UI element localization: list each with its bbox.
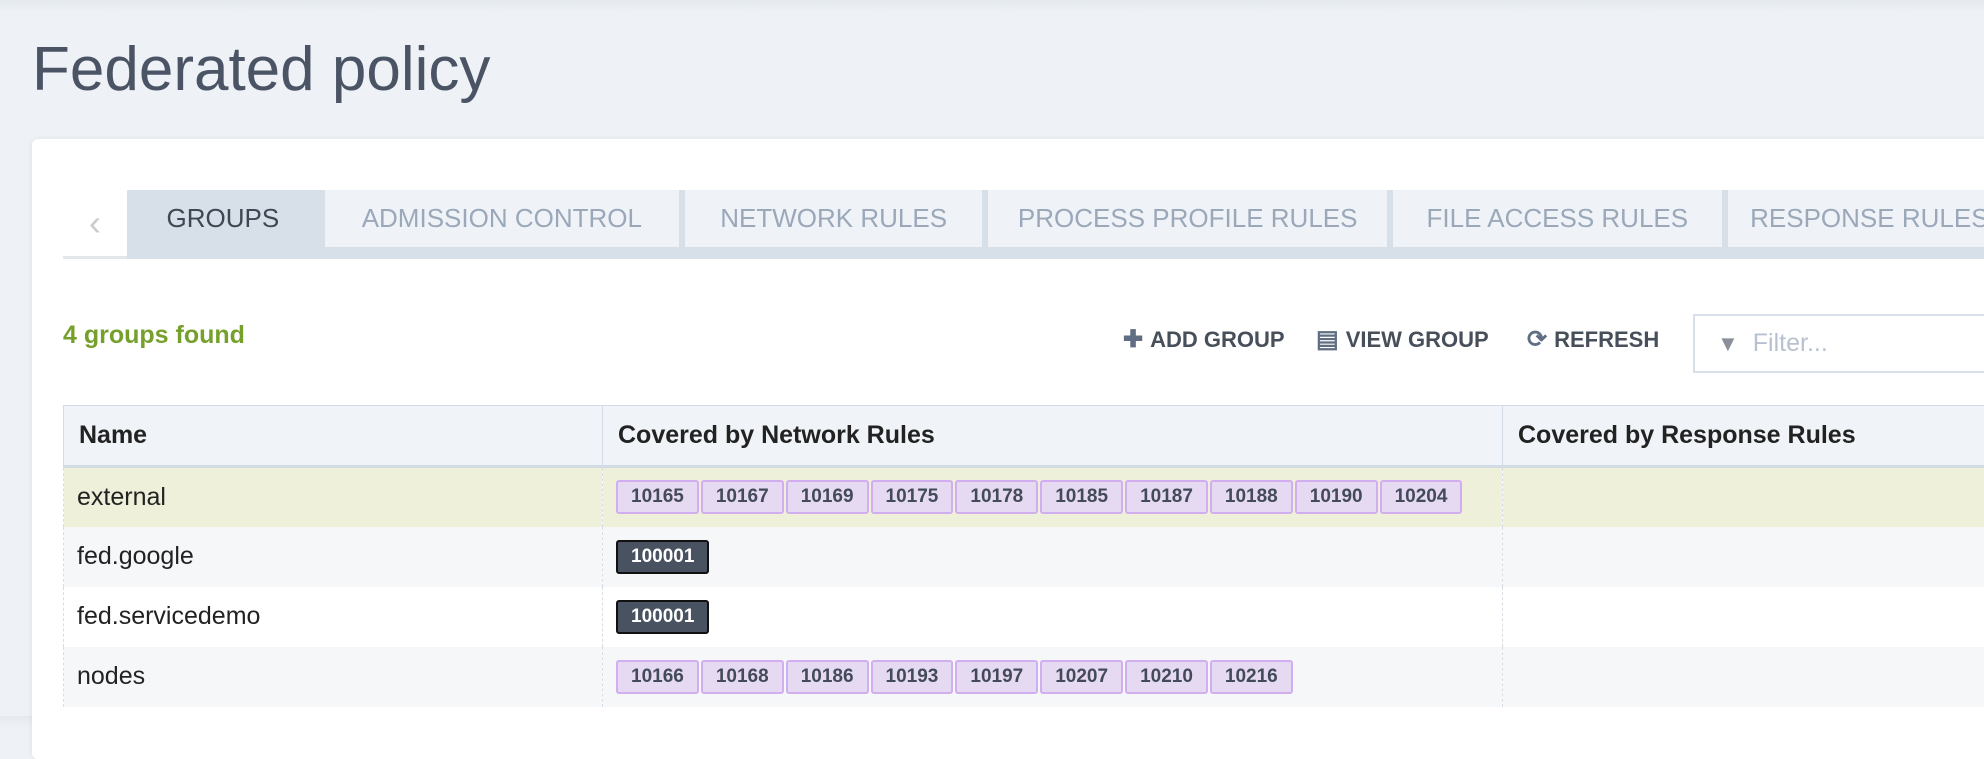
- rule-id-badge[interactable]: 10169: [786, 480, 869, 514]
- column-header-network-rules[interactable]: Covered by Network Rules: [603, 406, 1503, 467]
- response-rules-cell: [1503, 587, 1984, 647]
- chevron-left-icon[interactable]: ‹: [63, 190, 127, 256]
- rule-id-badge[interactable]: 10167: [701, 480, 784, 514]
- add-group-button[interactable]: ✚ADD GROUP: [1123, 325, 1285, 354]
- rule-id-badge[interactable]: 10210: [1125, 660, 1208, 694]
- filter-input[interactable]: ▼Filter...: [1693, 314, 1984, 373]
- response-rules-cell: [1503, 647, 1984, 707]
- refresh-icon: ⟳: [1527, 325, 1547, 354]
- groups-count: 4 groups found: [63, 321, 245, 350]
- rule-id-badge[interactable]: 10187: [1125, 480, 1208, 514]
- rule-id-badge[interactable]: 10197: [955, 660, 1038, 694]
- rule-id-badge[interactable]: 100001: [616, 600, 709, 634]
- rule-id-badge[interactable]: 10204: [1380, 480, 1463, 514]
- rule-id-badge[interactable]: 10193: [871, 660, 954, 694]
- group-name: fed.google: [64, 527, 603, 587]
- tab-admission-control[interactable]: ADMISSION CONTROL: [325, 190, 679, 247]
- rule-id-badge[interactable]: 10175: [871, 480, 954, 514]
- filter-icon: ▼: [1717, 331, 1739, 357]
- network-rules-cell: 100001: [603, 527, 1503, 587]
- response-rules-cell: [1503, 467, 1984, 527]
- group-name: external: [64, 467, 603, 527]
- newspaper-icon: ▤: [1316, 325, 1339, 354]
- page-title: Federated policy: [32, 34, 490, 105]
- plus-icon: ✚: [1123, 325, 1143, 354]
- group-name: nodes: [64, 647, 603, 707]
- table-row[interactable]: fed.servicedemo 100001: [64, 587, 1984, 647]
- view-group-button[interactable]: ▤VIEW GROUP: [1316, 325, 1489, 354]
- tab-response-rules[interactable]: RESPONSE RULES: [1728, 190, 1984, 247]
- rule-id-badge[interactable]: 10207: [1040, 660, 1123, 694]
- response-rules-cell: [1503, 527, 1984, 587]
- rule-id-badge[interactable]: 10190: [1295, 480, 1378, 514]
- column-header-name[interactable]: Name: [64, 406, 603, 467]
- group-name: fed.servicedemo: [64, 587, 603, 647]
- groups-table: Name Covered by Network Rules Covered by…: [63, 405, 1984, 707]
- rule-id-badge[interactable]: 10185: [1040, 480, 1123, 514]
- rule-id-badge[interactable]: 100001: [616, 540, 709, 574]
- tab-groups[interactable]: GROUPS: [127, 190, 319, 247]
- rule-id-badge[interactable]: 10188: [1210, 480, 1293, 514]
- tab-network-rules[interactable]: NETWORK RULES: [685, 190, 983, 247]
- rule-id-badge[interactable]: 10186: [786, 660, 869, 694]
- table-row[interactable]: fed.google 100001: [64, 527, 1984, 587]
- rule-id-badge[interactable]: 10165: [616, 480, 699, 514]
- network-rules-cell: 100001: [603, 587, 1503, 647]
- refresh-button[interactable]: ⟳REFRESH: [1527, 325, 1659, 354]
- rule-id-badge[interactable]: 10216: [1210, 660, 1293, 694]
- rule-id-badge[interactable]: 10168: [701, 660, 784, 694]
- rule-id-badge[interactable]: 10178: [955, 480, 1038, 514]
- column-header-response-rules[interactable]: Covered by Response Rules: [1503, 406, 1984, 467]
- tab-process-profile-rules[interactable]: PROCESS PROFILE RULES: [988, 190, 1387, 247]
- rule-id-badge[interactable]: 10166: [616, 660, 699, 694]
- tab-file-access-rules[interactable]: FILE ACCESS RULES: [1393, 190, 1722, 247]
